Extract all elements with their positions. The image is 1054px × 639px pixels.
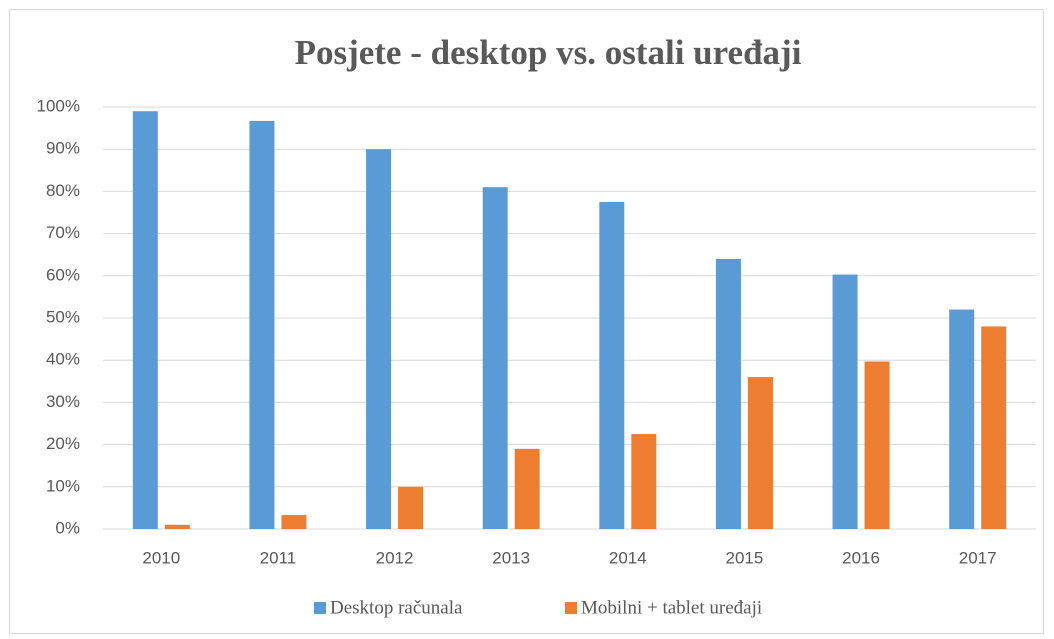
y-tick-label: 60% xyxy=(46,265,80,284)
y-tick-label: 100% xyxy=(37,96,80,115)
legend-label: Desktop računala xyxy=(330,597,463,618)
x-tick-label: 2015 xyxy=(726,548,764,567)
bar xyxy=(164,524,190,529)
x-tick-label: 2017 xyxy=(959,548,997,567)
y-tick-label: 50% xyxy=(46,307,80,326)
bar xyxy=(631,434,657,529)
y-tick-label: 30% xyxy=(46,392,80,411)
x-tick-label: 2011 xyxy=(260,548,297,567)
chart-title: Posjete - desktop vs. ostali uređaji xyxy=(295,33,802,72)
chart-border xyxy=(9,9,1044,634)
bar xyxy=(398,486,424,529)
bar xyxy=(949,309,975,529)
bar xyxy=(366,149,392,529)
bar xyxy=(747,377,773,529)
bar xyxy=(514,448,540,529)
y-tick-label: 90% xyxy=(46,139,80,158)
y-tick-label: 40% xyxy=(46,350,80,369)
x-tick-label: 2013 xyxy=(492,548,530,567)
bar xyxy=(981,326,1007,529)
legend-swatch xyxy=(314,602,326,614)
bar xyxy=(249,120,275,530)
y-tick-label: 20% xyxy=(46,434,80,453)
bar xyxy=(599,201,625,529)
x-tick-label: 2016 xyxy=(842,548,880,567)
x-tick-label: 2010 xyxy=(142,548,180,567)
x-tick-label: 2014 xyxy=(609,548,647,567)
bar xyxy=(482,187,508,529)
y-tick-label: 70% xyxy=(46,223,80,242)
legend-swatch xyxy=(565,602,577,614)
bar xyxy=(864,361,890,529)
x-tick-label: 2012 xyxy=(376,548,414,567)
y-tick-label: 80% xyxy=(46,181,80,200)
bar xyxy=(281,515,307,529)
legend-label: Mobilni + tablet uređaji xyxy=(581,597,762,618)
bar xyxy=(715,258,741,529)
y-tick-label: 0% xyxy=(55,518,80,537)
y-tick-label: 10% xyxy=(46,476,80,495)
bar xyxy=(832,274,858,529)
bar xyxy=(132,111,158,529)
